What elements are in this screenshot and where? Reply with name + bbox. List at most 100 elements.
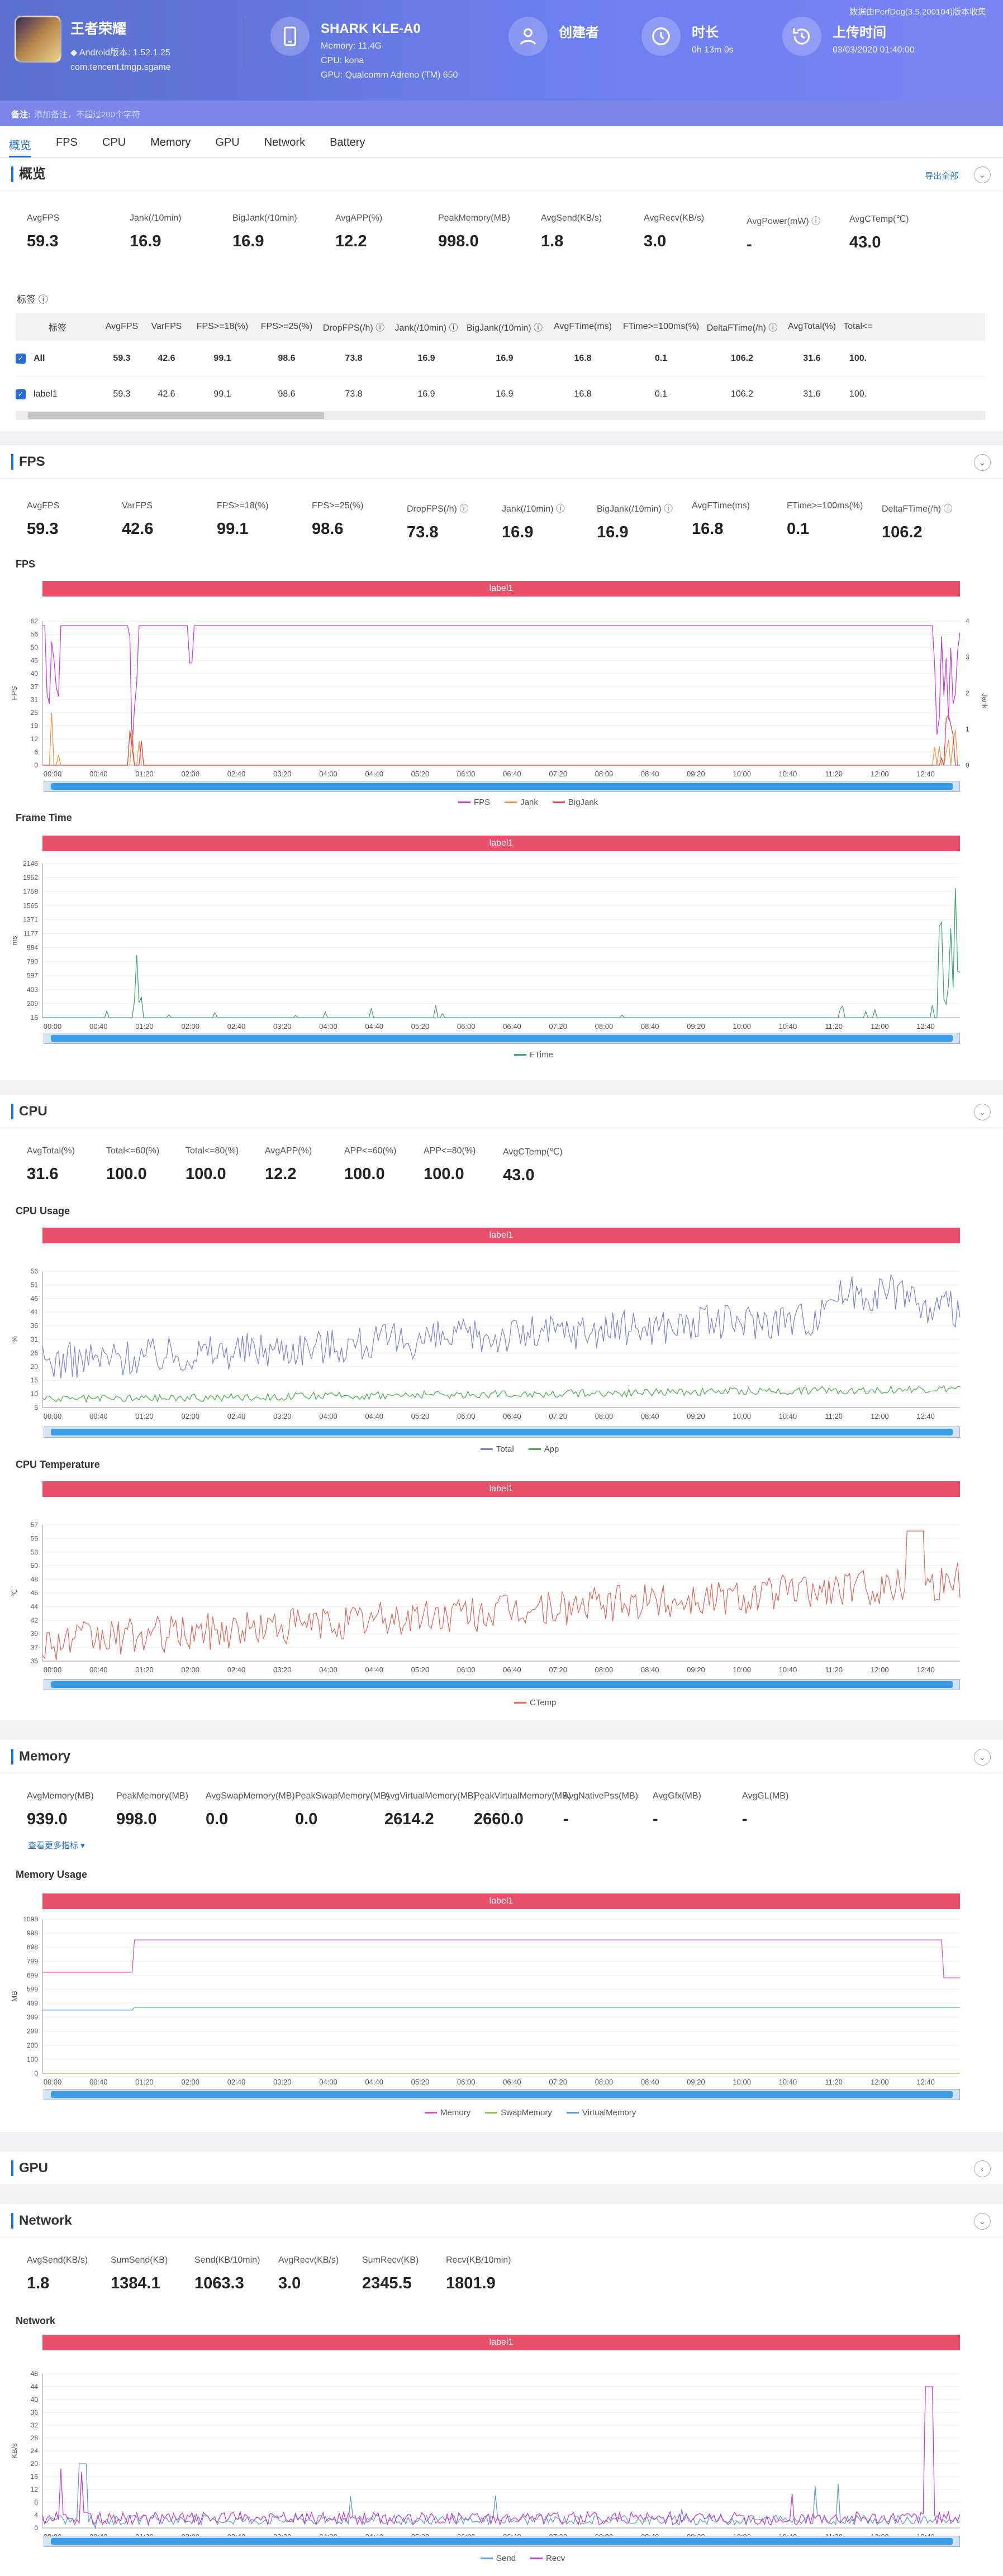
column-header[interactable]: AvgFPS [105, 322, 139, 331]
metric-label: AvgFPS [27, 213, 60, 223]
creator-title: 创建者 [559, 25, 599, 40]
collapse-icon[interactable]: ⌄ [974, 1749, 991, 1766]
metric-label: AvgAPP(%) [335, 213, 383, 223]
column-header[interactable]: FTime>=100ms(%) [622, 322, 700, 331]
legend-item[interactable]: App [528, 1444, 559, 1454]
legend-item[interactable]: Memory [425, 2108, 470, 2117]
y-tick-label: 36 [31, 2408, 39, 2416]
metric-label: Send(KB/10min) [194, 2255, 260, 2265]
show-more-metrics[interactable]: 查看更多指标 ▾ [28, 1841, 85, 1850]
metric-value: 0.0 [295, 1810, 318, 1828]
x-tick-label: 06:40 [503, 1666, 521, 1674]
chart-zoom-slider[interactable] [44, 781, 960, 792]
metric-value: 106.2 [882, 523, 923, 541]
y-tick-label: 1371 [23, 915, 38, 923]
legend-item[interactable]: Jank [505, 798, 538, 807]
y-tick-label: 200 [27, 2041, 38, 2049]
metric-value: 12.2 [265, 1165, 297, 1183]
x-tick-label: 00:00 [44, 770, 62, 778]
metric: FPS>=25(%) 98.6 [312, 501, 407, 542]
tab-gpu[interactable]: GPU [215, 136, 240, 149]
chart-label-bar[interactable]: label1 [42, 1893, 960, 1909]
column-header[interactable]: BigJank(/10min) ⓘ [466, 323, 543, 333]
x-tick-label: 11:20 [825, 2078, 843, 2086]
column-header[interactable]: FPS>=18(%) [196, 322, 249, 331]
tab-network[interactable]: Network [264, 136, 306, 149]
row-checkbox[interactable]: ✓ [16, 389, 26, 399]
metric: Send(KB/10min) 1063.3 [194, 2255, 278, 2293]
tab-battery[interactable]: Battery [330, 136, 365, 149]
x-tick-label: 06:40 [503, 1022, 521, 1031]
legend-item[interactable]: FTime [514, 1050, 553, 1060]
table-cell: 73.8 [345, 389, 363, 399]
metric-label: AvgRecv(KB/s) [644, 213, 705, 223]
legend-item[interactable]: FPS [458, 798, 490, 807]
tab-memory[interactable]: Memory [150, 136, 191, 149]
chart-label-bar[interactable]: label1 [42, 581, 960, 597]
metric-label: AvgGfx(MB) [653, 1791, 701, 1801]
column-header[interactable]: Jank(/10min) ⓘ [394, 323, 458, 333]
chart-label-bar[interactable]: label1 [42, 1481, 960, 1497]
x-tick-label: 12:40 [916, 1666, 935, 1674]
chart-label-bar[interactable]: label1 [42, 2335, 960, 2350]
metric: AvgPower(mW) ⓘ - [747, 213, 849, 254]
table-cell: 0.1 [654, 389, 668, 399]
table-cell: 106.2 [730, 353, 754, 363]
chart-zoom-slider[interactable] [44, 1033, 960, 1044]
chart-zoom-slider[interactable] [44, 1679, 960, 1690]
expand-icon[interactable]: ‹ [974, 2160, 991, 2177]
collapse-icon[interactable]: ⌄ [974, 454, 991, 471]
tab-cpu[interactable]: CPU [102, 136, 126, 149]
x-tick-label: 02:00 [181, 770, 199, 778]
column-header[interactable]: VarFPS [151, 322, 182, 331]
chart-zoom-slider[interactable] [44, 2536, 960, 2547]
tab-概览[interactable]: 概览 [9, 126, 31, 158]
column-header[interactable]: FPS>=25(%) [260, 322, 313, 331]
legend-item[interactable]: CTemp [514, 1698, 557, 1707]
chart-zoom-slider[interactable] [44, 2089, 960, 2100]
metric-label: PeakVirtualMemory(MB) [474, 1791, 571, 1801]
column-header[interactable]: AvgFTime(ms) [554, 322, 612, 331]
game-package: com.tencent.tmgp.sgame [70, 63, 171, 72]
metric-label: AvgCTemp(℃) [849, 214, 909, 224]
export-all-link[interactable]: 导出全部 [924, 171, 958, 181]
metric-value: 12.2 [335, 232, 367, 250]
metric-value: 998.0 [116, 1810, 157, 1828]
y-tick-label: 1565 [23, 901, 38, 909]
metric-label: AvgMemory(MB) [27, 1791, 94, 1801]
chart-label-bar[interactable]: label1 [42, 836, 960, 851]
metric-label: APP<=80(%) [424, 1146, 476, 1156]
column-header[interactable]: DropFPS(/h) ⓘ [322, 323, 385, 333]
metric: BigJank(/10min) 16.9 [232, 213, 335, 254]
game-version: ◆ Android版本: 1.52.1.25 [70, 48, 170, 58]
y-tick-label: 998 [27, 1929, 38, 1937]
device-cpu: CPU: kona [321, 56, 364, 65]
upload-value: 03/03/2020 01:40:00 [833, 45, 915, 55]
legend-item[interactable]: Recv [530, 2554, 565, 2563]
x-tick-label: 08:00 [595, 1666, 614, 1674]
legend-item[interactable]: BigJank [552, 798, 598, 807]
column-header[interactable]: AvgTotal(%) [788, 322, 836, 331]
collapse-icon[interactable]: ⌄ [974, 1104, 991, 1120]
column-header[interactable]: DeltaFTime(/h) ⓘ [706, 323, 778, 333]
legend-item[interactable]: SwapMemory [485, 2108, 552, 2117]
series-line-bigjank [42, 714, 960, 766]
row-label-cell: ✓ All [16, 353, 99, 364]
chart-label-bar[interactable]: label1 [42, 1228, 960, 1243]
y-tick-label: 41 [31, 1308, 39, 1316]
legend-item[interactable]: Send [481, 2554, 516, 2563]
device-memory: Memory: 11.4G [321, 41, 382, 51]
remark-input[interactable]: 添加备注，不超过200个字符 [34, 110, 141, 120]
series-line-fps [42, 625, 961, 748]
collapse-icon[interactable]: ⌄ [974, 166, 991, 183]
chart-zoom-slider[interactable] [44, 1427, 960, 1438]
column-header[interactable]: 标签 [48, 323, 66, 333]
column-header[interactable]: Total<= [843, 322, 873, 331]
y-tick-label: 57 [31, 1521, 39, 1529]
collapse-icon[interactable]: ⌄ [974, 2213, 991, 2230]
legend-item[interactable]: Total [481, 1444, 514, 1454]
table-scrollbar[interactable] [16, 411, 985, 420]
legend-item[interactable]: VirtualMemory [566, 2108, 636, 2117]
tab-fps[interactable]: FPS [56, 136, 78, 149]
row-checkbox[interactable]: ✓ [16, 353, 26, 364]
